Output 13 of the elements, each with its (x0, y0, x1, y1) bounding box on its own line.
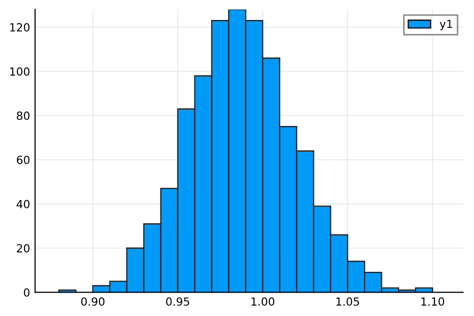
x-tick-label: 1.05 (336, 297, 359, 306)
x-tick-label: 0.95 (166, 297, 190, 306)
y-tick-label: 120 (10, 23, 30, 32)
x-tick-label: 0.90 (81, 297, 104, 306)
x-tick-label: 1.00 (252, 297, 274, 306)
x-tick-label: 1.10 (421, 297, 444, 306)
legend-label: y1 (440, 20, 452, 30)
y-tick-label: 40 (16, 200, 30, 208)
y-tick-label: 20 (16, 244, 30, 252)
y-tick-label: 100 (10, 67, 30, 76)
y-tick-label: 0 (24, 288, 30, 297)
y-tick-label: 80 (16, 112, 30, 120)
y-tick-label: 60 (16, 156, 30, 164)
